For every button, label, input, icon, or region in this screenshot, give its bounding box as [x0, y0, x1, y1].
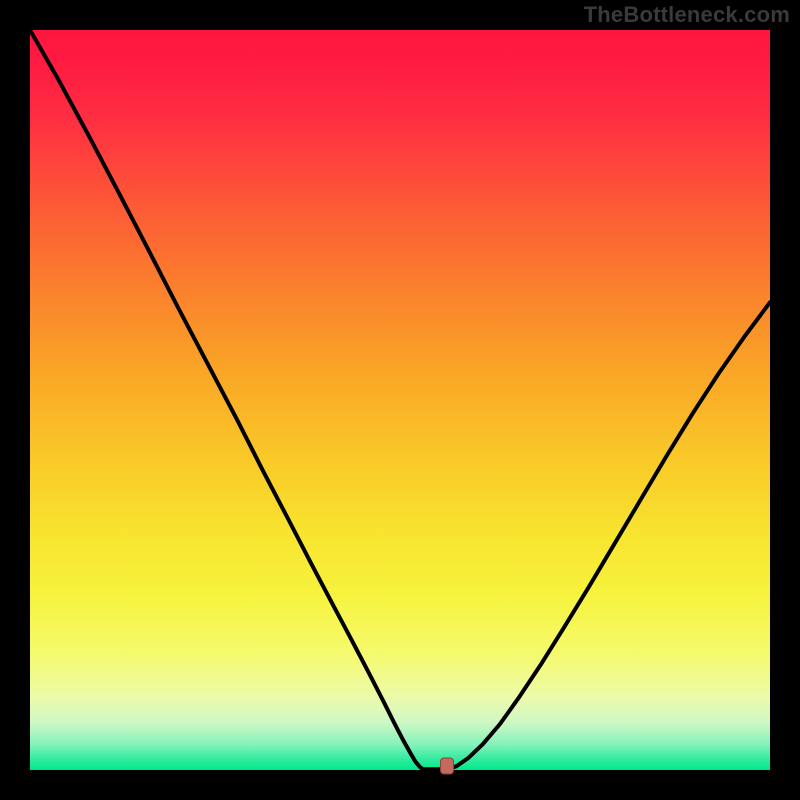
bottleneck-curve [30, 30, 770, 770]
attribution-text: TheBottleneck.com [584, 2, 790, 28]
vertex-marker [440, 758, 454, 775]
chart-viewport: TheBottleneck.com [0, 0, 800, 800]
plot-area [30, 30, 770, 770]
